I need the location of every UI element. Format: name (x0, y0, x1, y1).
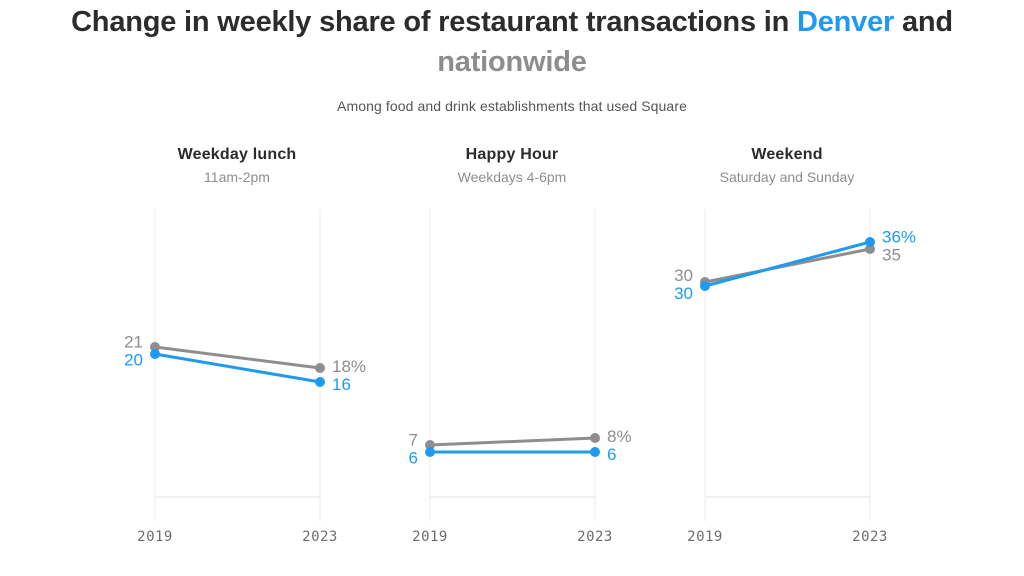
value-label: 16 (332, 375, 351, 394)
value-label: 36% (882, 227, 916, 246)
x-tick-label: 2023 (577, 529, 613, 545)
panel-title: Happy Hour (465, 146, 559, 163)
value-label: 35 (882, 245, 901, 264)
value-label: 30 (674, 284, 693, 303)
x-tick-label: 2019 (412, 529, 448, 545)
data-point-nationwide (150, 342, 160, 352)
value-label: 8% (607, 427, 632, 446)
value-label: 6 (409, 448, 418, 467)
x-tick-label: 2019 (137, 529, 173, 545)
data-point-nationwide (425, 440, 435, 450)
series-line-nationwide (428, 436, 597, 447)
data-point-denver (315, 377, 325, 387)
title-text: Change in weekly share of restaurant tra… (71, 6, 797, 38)
data-point-nationwide (315, 363, 325, 373)
data-point-denver (865, 237, 875, 247)
title-nationwide-highlight: nationwide (437, 46, 587, 79)
title-and: and (894, 6, 953, 38)
value-label: 18% (332, 357, 366, 376)
value-label: 30 (674, 266, 693, 285)
series-line-denver (153, 352, 322, 384)
panel-subtitle: Weekdays 4-6pm (457, 169, 567, 185)
data-point-denver (425, 447, 435, 457)
panel-title: Weekday lunch (177, 146, 297, 163)
data-point-denver (590, 447, 600, 457)
data-point-nationwide (865, 244, 875, 254)
data-point-denver (150, 349, 160, 359)
panel-header-happy-hour: Happy Hour Weekdays 4-6pm (458, 146, 567, 185)
x-tick-label: 2023 (852, 529, 888, 545)
value-label: 20 (124, 350, 143, 369)
panel-header-weekday-lunch: Weekday lunch 11am-2pm (178, 146, 297, 185)
panel-title: Weekend (751, 146, 823, 163)
series-line-denver (703, 240, 872, 288)
page-subtitle: Among food and drink establishments that… (337, 98, 687, 115)
page-header: Change in weekly share of restaurant tra… (0, 0, 1024, 114)
panel-subtitle: Saturday and Sunday (719, 169, 855, 185)
series-line-nationwide (153, 345, 322, 370)
panel-header-weekend: Weekend Saturday and Sunday (720, 146, 855, 185)
page-title: Change in weekly share of restaurant tra… (0, 0, 1024, 82)
x-tick-label: 2019 (687, 529, 723, 545)
data-point-nationwide (590, 433, 600, 443)
x-tick-label: 2023 (302, 529, 338, 545)
title-denver-highlight: Denver (796, 6, 895, 38)
data-point-denver (700, 281, 710, 291)
value-label: 21 (124, 332, 143, 351)
panel-subtitle: 11am-2pm (204, 169, 270, 185)
value-label: 6 (607, 445, 616, 464)
value-label: 7 (409, 430, 418, 449)
